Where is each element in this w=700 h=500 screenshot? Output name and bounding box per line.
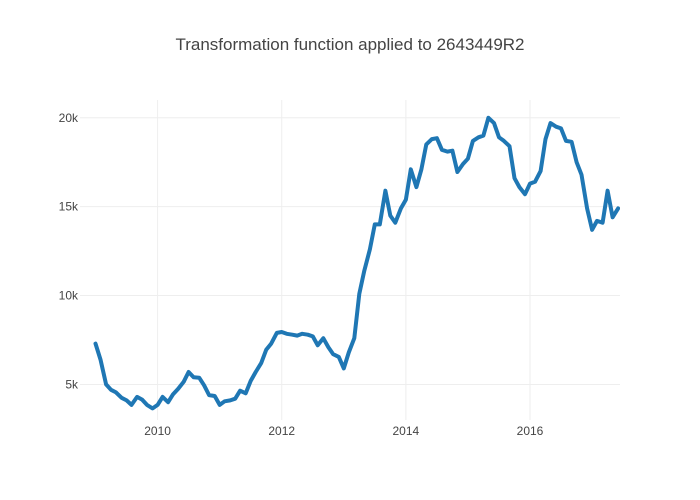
series-layer <box>93 115 620 411</box>
gridlines <box>80 100 620 420</box>
chart-title: Transformation function applied to 26434… <box>175 35 524 54</box>
tick-labels: 2010 2012 2014 2016 5k 10k 15k 20k <box>59 111 544 438</box>
series-line <box>93 115 620 411</box>
x-tick-label: 2014 <box>393 424 420 438</box>
y-tick-label: 15k <box>59 200 79 214</box>
y-tick-label: 20k <box>59 111 79 125</box>
x-tick-label: 2010 <box>144 424 171 438</box>
y-tick-label: 10k <box>59 289 79 303</box>
y-tick-label: 5k <box>65 377 79 391</box>
x-tick-label: 2016 <box>517 424 544 438</box>
x-tick-label: 2012 <box>268 424 295 438</box>
